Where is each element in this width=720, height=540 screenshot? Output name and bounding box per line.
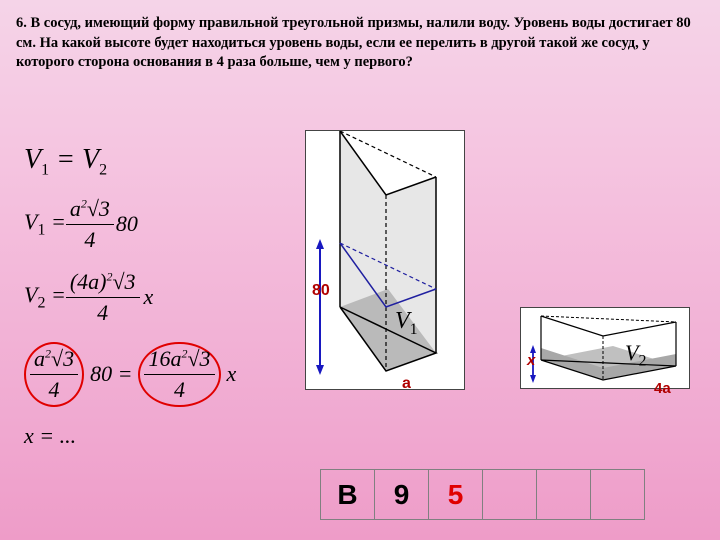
label-4a: 4a: [654, 380, 671, 397]
sub1: 1: [41, 162, 49, 179]
fraction: (4a)2√3 4: [66, 269, 140, 326]
equation-3: V2 = (4a)2√3 4 x: [24, 269, 236, 326]
answer-cell-3: 5: [429, 470, 483, 520]
answer-cell-4: [483, 470, 537, 520]
v: V: [24, 209, 37, 234]
label-a: a: [402, 375, 411, 393]
problem-text: 6. В сосуд, имеющий форму правильной тре…: [0, 0, 720, 73]
label-x: x: [527, 352, 535, 369]
den: 4: [144, 375, 214, 403]
sub2: 2: [99, 162, 107, 179]
v2: V: [82, 144, 99, 175]
mid: 80 =: [90, 361, 132, 387]
circled-left: a2√3 4: [24, 342, 84, 407]
equation-1: V1 = V2: [24, 144, 236, 180]
formulas-block: V1 = V2 V1 = a2√3 4 80 V2 = (4a)2√3 4 x …: [24, 144, 236, 465]
equation-5: x = ...: [24, 423, 236, 449]
equation-4: a2√3 4 80 = 16a2√3 4 x: [24, 342, 236, 407]
answer-table: В 9 5: [320, 469, 645, 520]
equals: =: [49, 144, 82, 175]
end: x: [227, 361, 237, 387]
v1: V: [24, 144, 41, 175]
answer-cell-1: В: [321, 470, 375, 520]
answer-cell-6: [591, 470, 645, 520]
prism-1-figure: [305, 130, 465, 390]
sub: 1: [37, 221, 45, 238]
circled-right: 16a2√3 4: [138, 342, 220, 407]
v2-label: V2: [625, 340, 646, 370]
prism-2-figure: [520, 307, 690, 389]
fraction: a2√3 4: [66, 196, 114, 253]
v: V: [24, 282, 37, 307]
answer-cell-5: [537, 470, 591, 520]
den: 4: [66, 225, 114, 253]
mult: 80: [116, 211, 138, 237]
equation-2: V1 = a2√3 4 80: [24, 196, 236, 253]
v1-label: V1: [395, 308, 418, 339]
den: 4: [30, 375, 78, 403]
answer-cell-2: 9: [375, 470, 429, 520]
sub: 2: [37, 294, 45, 311]
label-80: 80: [312, 282, 330, 300]
mult: x: [144, 284, 154, 310]
den: 4: [66, 298, 140, 326]
